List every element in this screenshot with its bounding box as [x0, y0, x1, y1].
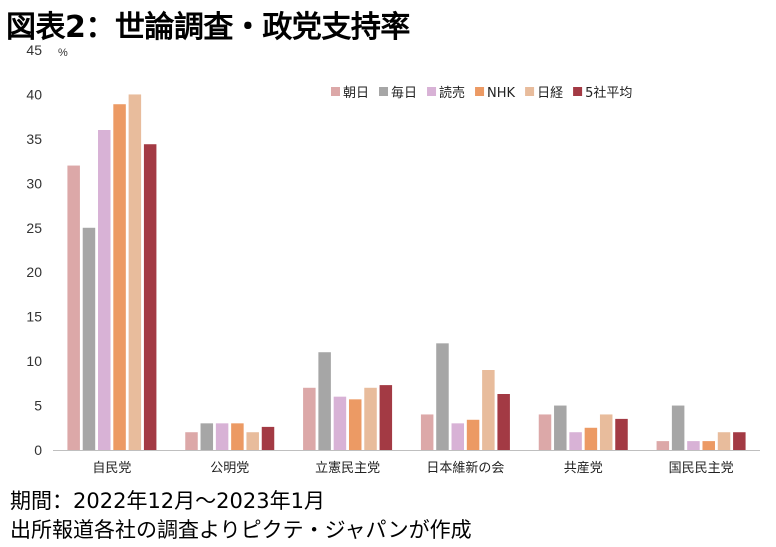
y-tick-label: 30 [26, 175, 42, 191]
source-note: 出所報道各社の調査よりピクテ・ジャパンが作成 [10, 518, 472, 542]
bar [215, 423, 229, 450]
legend-label: NHK [487, 86, 516, 101]
bar [113, 104, 126, 450]
legend-swatch [475, 87, 485, 96]
bar [599, 414, 613, 450]
y-tick-label: 25 [26, 220, 42, 236]
bar [702, 441, 715, 450]
legend-label: 読売 [439, 85, 465, 101]
y-tick-label: 40 [26, 86, 42, 102]
bar [246, 432, 259, 450]
bar [348, 399, 362, 450]
bar [482, 370, 495, 450]
bar [615, 418, 628, 450]
y-tick-label: 35 [26, 131, 42, 147]
x-category-label: 自民党 [92, 461, 131, 476]
bar [98, 130, 111, 450]
bar [538, 414, 552, 450]
y-tick-label: 10 [26, 353, 42, 369]
legend-swatch [379, 87, 389, 96]
legend-swatch [573, 87, 583, 96]
bar [436, 343, 449, 450]
x-category-label: 国民民主党 [669, 461, 734, 476]
chart-title: 図表2：世論調査・政党支持率 [6, 10, 410, 45]
y-tick-label: 0 [34, 442, 42, 458]
bar [420, 414, 434, 450]
bar [584, 427, 598, 450]
period-note: 期間：2022年12月～2023年1月 [10, 489, 325, 513]
bar [261, 426, 275, 450]
x-category-label: 公明党 [210, 461, 249, 476]
x-category-label: 共産党 [564, 460, 603, 476]
legend-swatch [525, 87, 535, 96]
bar [143, 144, 157, 450]
bar [185, 432, 198, 450]
bar [303, 387, 316, 450]
legend-label: 5社平均 [585, 85, 632, 101]
bar [318, 352, 331, 450]
bar [717, 432, 731, 450]
bar [497, 394, 510, 450]
bar [671, 405, 685, 450]
legend-label: 朝日 [343, 86, 369, 101]
x-category-label: 日本維新の会 [426, 460, 504, 476]
legend-label: 毎日 [391, 85, 417, 101]
y-unit-label: % [58, 47, 68, 59]
bar [364, 387, 377, 450]
x-category-label: 立憲民主党 [315, 460, 380, 476]
y-tick-label: 15 [26, 309, 42, 325]
bar [554, 405, 567, 450]
bar [687, 441, 700, 450]
bar [379, 385, 393, 450]
bar [200, 423, 214, 450]
bar [231, 423, 244, 450]
y-tick-label: 5 [34, 398, 42, 414]
bar [451, 423, 465, 450]
bar [128, 94, 142, 450]
y-tick-label: 20 [26, 264, 42, 280]
bar [733, 432, 746, 450]
legend-label: 日経 [537, 86, 563, 101]
bar [67, 165, 80, 451]
y-tick-label: 45 [26, 42, 42, 58]
bar [466, 419, 480, 450]
bar [569, 432, 582, 450]
legend-swatch [427, 87, 437, 96]
bar [82, 227, 96, 450]
legend-swatch [331, 87, 340, 96]
bar [333, 396, 347, 450]
bar [656, 441, 670, 450]
